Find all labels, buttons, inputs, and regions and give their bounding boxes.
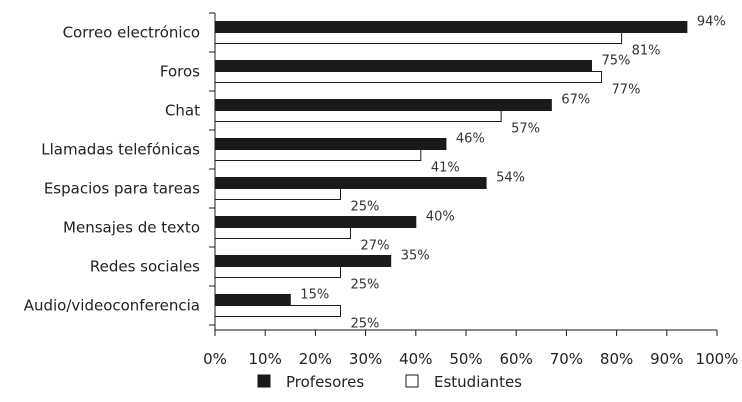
- value-label-estudiantes: 81%: [632, 44, 661, 59]
- bar-profesores: [214, 21, 688, 33]
- bar-profesores: [214, 255, 392, 267]
- x-tick-label: 60%: [500, 350, 533, 368]
- axis-layer: 0% 10% 20% 30% 40% 50% 60% 70% 80% 90% 100%: [203, 12, 739, 368]
- bar-estudiantes: [214, 149, 422, 161]
- x-tick-label: 40%: [399, 350, 432, 368]
- x-tick-label: 30%: [349, 350, 382, 368]
- legend-label-estudiantes: Estudiantes: [434, 373, 522, 391]
- x-tick-label: 70%: [550, 350, 583, 368]
- category-label: Espacios para tareas: [44, 180, 200, 198]
- value-label-profesores: 46%: [456, 132, 485, 147]
- bar-estudiantes: [214, 71, 603, 83]
- value-label-profesores: 54%: [496, 171, 525, 186]
- value-label-profesores: 35%: [401, 249, 430, 264]
- bar-profesores: [214, 60, 592, 72]
- x-tick-label: 50%: [449, 350, 482, 368]
- value-label-estudiantes: 77%: [612, 83, 641, 98]
- category-label: Redes sociales: [90, 258, 200, 276]
- bar-estudiantes: [214, 266, 341, 278]
- value-label-estudiantes: 25%: [351, 278, 380, 293]
- x-tick-label: 20%: [299, 350, 332, 368]
- bar-profesores: [214, 294, 291, 306]
- x-tick-label: 100%: [696, 350, 739, 368]
- bar-profesores: [214, 216, 417, 228]
- value-label-profesores: 15%: [300, 288, 329, 303]
- legend-swatch-profesores: [257, 374, 271, 388]
- x-tick-label: 80%: [600, 350, 633, 368]
- bar-profesores: [214, 177, 487, 189]
- bar-estudiantes: [214, 305, 341, 317]
- bar-estudiantes: [214, 227, 352, 239]
- value-label-estudiantes: 27%: [361, 239, 390, 254]
- legend-label-profesores: Profesores: [286, 373, 364, 391]
- value-label-profesores: 75%: [602, 54, 631, 69]
- value-label-profesores: 67%: [561, 93, 590, 108]
- category-label: Correo electrónico: [63, 24, 200, 42]
- labels-layer: Correo electrónico 94% 81% Foros 75% 77% Chat 6…: [24, 15, 726, 332]
- value-label-estudiantes: 41%: [431, 161, 460, 176]
- x-tick-label: 10%: [249, 350, 282, 368]
- legend: Profesores Estudiantes: [257, 373, 522, 391]
- value-label-profesores: 40%: [426, 210, 455, 225]
- category-label: Mensajes de texto: [63, 219, 200, 237]
- value-label-estudiantes: 57%: [511, 122, 540, 137]
- bar-profesores: [214, 99, 552, 111]
- bar-estudiantes: [214, 32, 623, 44]
- category-label: Llamadas telefónicas: [41, 141, 200, 159]
- value-label-profesores: 94%: [697, 15, 726, 30]
- bar-estudiantes: [214, 188, 341, 200]
- bars-layer: [214, 21, 688, 317]
- value-label-estudiantes: 25%: [351, 317, 380, 332]
- bar-estudiantes: [214, 110, 502, 122]
- category-label: Foros: [160, 63, 200, 81]
- x-tick-label: 0%: [203, 350, 227, 368]
- legend-swatch-estudiantes: [405, 374, 419, 388]
- bar-profesores: [214, 138, 447, 150]
- value-label-estudiantes: 25%: [351, 200, 380, 215]
- category-label: Chat: [165, 102, 200, 120]
- category-label: Audio/videoconferencia: [24, 297, 200, 315]
- x-tick-label: 90%: [650, 350, 683, 368]
